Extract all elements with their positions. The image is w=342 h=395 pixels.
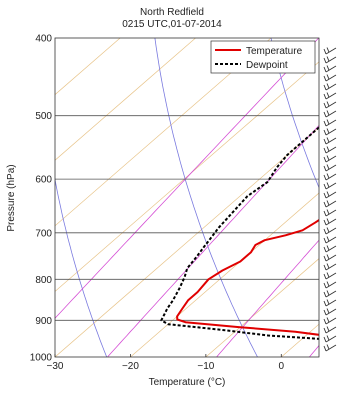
wind-barb [323, 182, 337, 190]
wind-barb [323, 290, 337, 298]
wind-barb [323, 200, 337, 208]
isotherm-line [130, 192, 319, 357]
x-tick-label: −10 [197, 361, 214, 372]
legend-label-temperature: Temperature [246, 46, 303, 57]
y-tick-label: 1000 [30, 353, 53, 364]
wind-barb [323, 245, 337, 253]
dewpoint-line [160, 126, 319, 340]
wind-barb [323, 155, 337, 163]
legend: Temperature Dewpoint [210, 40, 316, 74]
wind-barb [323, 191, 337, 199]
wind-barb [323, 236, 337, 244]
plot-frame [54, 37, 320, 358]
wind-barb [323, 344, 337, 352]
wind-barb [323, 92, 337, 100]
legend-label-dewpoint: Dewpoint [246, 60, 288, 71]
y-axis-label: Pressure (hPa) [6, 164, 17, 231]
wind-barbs [323, 47, 337, 352]
wind-barb [323, 209, 337, 217]
chart-title: North Redfield [140, 7, 204, 18]
mixing-ratio-line [55, 38, 319, 319]
isotherm-line [205, 258, 319, 357]
temperature-line [176, 218, 319, 336]
y-tick-label: 500 [35, 111, 52, 122]
wind-barb [323, 56, 337, 64]
dry-adiabat-line [270, 38, 319, 189]
legend-box [210, 40, 316, 74]
isotherm-line [55, 38, 196, 161]
isotherm-line [55, 38, 121, 96]
wind-barb [323, 65, 337, 73]
wind-barb [323, 308, 337, 316]
wind-barb [323, 47, 337, 55]
wind-barb [323, 335, 337, 343]
y-tick-label: 900 [35, 316, 52, 327]
mixing-ratio-line [216, 239, 319, 357]
isotherm-line [55, 126, 319, 357]
y-tick-label: 800 [35, 275, 52, 286]
x-tick-label: −20 [122, 361, 139, 372]
wind-barb [323, 83, 337, 91]
y-tick-label: 400 [35, 34, 52, 45]
isotherm-line [55, 38, 272, 227]
y-tick-label: 700 [35, 228, 52, 239]
wind-barb [323, 218, 337, 226]
wind-barb [323, 137, 337, 145]
dry-adiabat-line [55, 177, 108, 357]
wind-barb [323, 227, 337, 235]
y-tick-label: 600 [35, 175, 52, 186]
wind-barb [323, 146, 337, 154]
wind-barb [323, 101, 337, 109]
wind-barb [323, 299, 337, 307]
wind-barb [323, 326, 337, 334]
wind-barb [323, 317, 337, 325]
wind-barb [323, 128, 337, 136]
wind-barb [323, 119, 337, 127]
wind-barb [323, 263, 337, 271]
wind-barb [323, 281, 337, 289]
dry-adiabat-line [154, 38, 258, 357]
x-tick-label: −30 [47, 361, 64, 372]
wind-barb [323, 74, 337, 82]
x-tick-label: 0 [279, 361, 285, 372]
wind-barb [323, 173, 337, 181]
wind-barb [323, 272, 337, 280]
wind-barb [323, 164, 337, 172]
mixing-ratio-line [107, 124, 319, 357]
isotherm-line [55, 61, 319, 292]
x-axis-label: Temperature (°C) [149, 377, 226, 388]
wind-barb [323, 254, 337, 262]
chart-subtitle: 0215 UTC,01-07-2014 [122, 19, 222, 30]
wind-barb [323, 110, 337, 118]
